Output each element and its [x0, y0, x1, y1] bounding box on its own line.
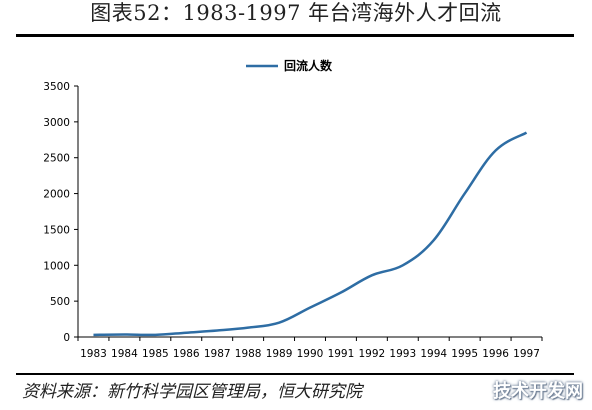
- y-tick-label: 1500: [43, 224, 70, 236]
- x-tick-label: 1988: [235, 348, 262, 360]
- x-tick-label: 1984: [111, 348, 138, 360]
- y-tick-label: 3000: [43, 117, 70, 129]
- x-tick-label: 1986: [173, 348, 200, 360]
- chart-title: 图表52：1983-1997 年台湾海外人才回流: [90, 1, 502, 25]
- watermark-logo: 技术开发网: [493, 381, 583, 402]
- y-tick-label: 1000: [43, 260, 70, 272]
- x-axis: 1983 1984 1985 1986 1987 1988 1989 1990 1991 1992…: [77, 336, 543, 360]
- y-tick-label: 2000: [43, 189, 70, 201]
- y-tick-label: 500: [50, 296, 70, 308]
- x-tick-label: 1994: [420, 348, 447, 360]
- legend: 回流人数: [246, 58, 333, 73]
- x-tick-label: 1991: [328, 348, 355, 360]
- x-tick-label: 1993: [389, 348, 416, 360]
- y-tick-label: 2500: [43, 153, 70, 165]
- legend-label-回流人数: 回流人数: [284, 58, 333, 73]
- x-tick-label: 1997: [513, 348, 540, 360]
- y-tick-label: 3500: [43, 81, 70, 93]
- bottom-rule: [16, 373, 574, 375]
- x-tick-label: 1985: [142, 348, 169, 360]
- series-line-回流人数: [93, 131, 528, 337]
- y-tick-label: 0: [63, 332, 70, 344]
- x-tick-label: 1983: [80, 348, 107, 360]
- x-tick-label: 1989: [266, 348, 293, 360]
- x-tick-label: 1992: [358, 348, 385, 360]
- y-axis: 0 500 1000 1500 2000 2500 3000 3500: [43, 81, 79, 344]
- source-note: 资料来源：新竹科学园区管理局，恒大研究院: [22, 382, 362, 402]
- top-rule: [16, 34, 574, 37]
- series-group: [93, 131, 528, 337]
- x-tick-label: 1990: [297, 348, 324, 360]
- x-tick-label: 1987: [204, 348, 231, 360]
- x-tick-label: 1996: [482, 348, 509, 360]
- x-tick-label: 1995: [451, 348, 478, 360]
